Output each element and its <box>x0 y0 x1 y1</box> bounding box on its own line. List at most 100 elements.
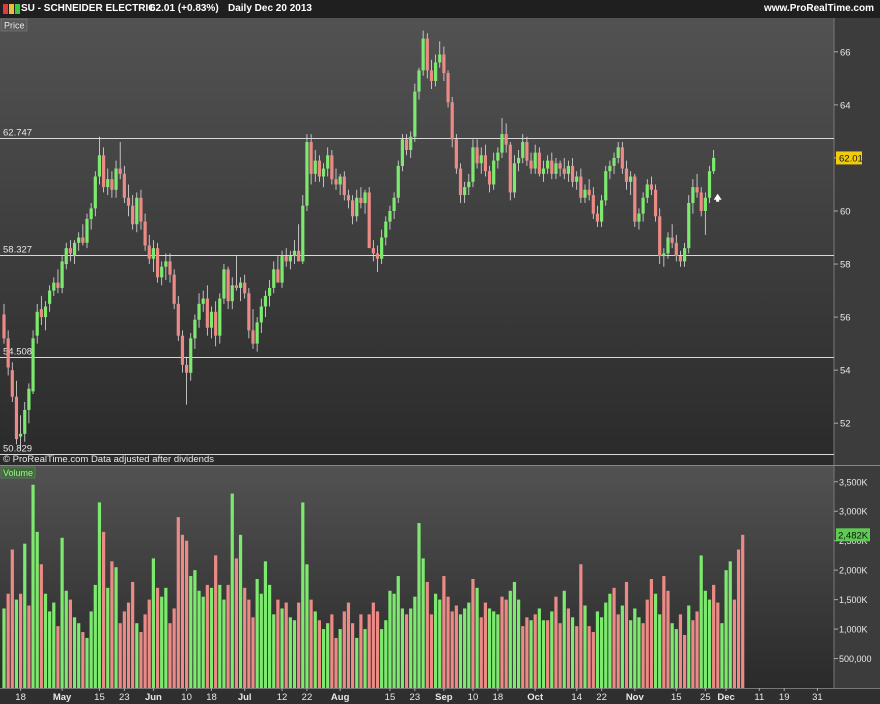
candle[interactable] <box>475 147 479 164</box>
volume-bar[interactable] <box>305 564 309 688</box>
volume-bar[interactable] <box>446 596 450 688</box>
volume-bar[interactable] <box>554 596 558 688</box>
candle[interactable] <box>155 248 160 278</box>
volume-bar[interactable] <box>168 623 172 688</box>
volume-bar[interactable] <box>363 629 367 688</box>
candle[interactable] <box>508 144 512 193</box>
volume-bar[interactable] <box>409 608 413 688</box>
volume-bar[interactable] <box>508 590 512 688</box>
candle[interactable] <box>471 147 475 182</box>
volume-bar[interactable] <box>442 576 446 688</box>
volume-bar[interactable] <box>458 614 463 688</box>
green-toolbar-button[interactable] <box>15 4 20 14</box>
candle[interactable] <box>649 184 653 190</box>
candle[interactable] <box>214 311 218 336</box>
candle[interactable] <box>43 306 48 318</box>
volume-bar[interactable] <box>346 602 351 688</box>
candle[interactable] <box>413 91 417 137</box>
candle[interactable] <box>114 168 118 190</box>
volume-bar[interactable] <box>72 617 77 688</box>
volume-bar[interactable] <box>496 614 500 688</box>
candle[interactable] <box>371 248 375 254</box>
candle[interactable] <box>143 221 147 246</box>
volume-bar[interactable] <box>591 632 595 688</box>
volume-bar[interactable] <box>728 561 732 688</box>
volume-bar[interactable] <box>205 584 209 688</box>
candle[interactable] <box>558 163 562 169</box>
volume-bar[interactable] <box>512 581 517 688</box>
volume-bar[interactable] <box>413 596 417 688</box>
candle[interactable] <box>305 142 309 206</box>
candle[interactable] <box>678 256 683 262</box>
volume-bar[interactable] <box>587 626 591 688</box>
volume-bar[interactable] <box>60 537 64 688</box>
candle[interactable] <box>346 195 351 201</box>
volume-bar[interactable] <box>131 581 135 688</box>
candle[interactable] <box>687 203 691 249</box>
candle[interactable] <box>131 205 135 225</box>
candle[interactable] <box>608 165 612 172</box>
candle[interactable] <box>604 171 608 201</box>
candle[interactable] <box>496 152 500 161</box>
candle[interactable] <box>662 253 666 257</box>
yellow-toolbar-button[interactable] <box>9 4 14 14</box>
candle[interactable] <box>566 165 570 174</box>
volume-bar[interactable] <box>421 558 425 688</box>
volume-bar[interactable] <box>633 608 637 688</box>
candle[interactable] <box>645 184 649 198</box>
candle[interactable] <box>629 176 633 182</box>
volume-bar[interactable] <box>222 599 226 688</box>
candle[interactable] <box>666 237 670 254</box>
candle[interactable] <box>554 163 558 174</box>
volume-bar[interactable] <box>330 614 334 688</box>
candle[interactable] <box>541 168 546 174</box>
volume-bar[interactable] <box>475 587 479 688</box>
volume-bar[interactable] <box>712 584 716 688</box>
volume-bar[interactable] <box>483 602 487 688</box>
volume-bar[interactable] <box>238 534 243 688</box>
volume-bar[interactable] <box>429 614 434 688</box>
volume-bar[interactable] <box>147 599 151 688</box>
volume-bar[interactable] <box>541 620 546 688</box>
volume-bar[interactable] <box>342 611 346 688</box>
candle[interactable] <box>546 160 550 169</box>
volume-bar[interactable] <box>546 620 550 688</box>
volume-bar[interactable] <box>10 549 14 688</box>
volume-bar[interactable] <box>193 570 197 688</box>
candle[interactable] <box>81 237 85 243</box>
volume-bar[interactable] <box>521 626 525 688</box>
candle[interactable] <box>342 176 346 196</box>
candle[interactable] <box>442 54 446 74</box>
volume-bar[interactable] <box>492 611 496 688</box>
candle[interactable] <box>52 282 56 291</box>
candle[interactable] <box>176 303 180 336</box>
candle[interactable] <box>492 160 496 185</box>
volume-bar[interactable] <box>612 587 616 688</box>
volume-bar[interactable] <box>434 593 438 688</box>
volume-tab[interactable] <box>0 466 36 479</box>
candle[interactable] <box>458 168 463 196</box>
volume-bar[interactable] <box>259 593 263 688</box>
volume-bar[interactable] <box>176 517 180 688</box>
volume-bar[interactable] <box>703 590 707 688</box>
candle[interactable] <box>35 311 39 336</box>
volume-bar[interactable] <box>68 599 72 688</box>
volume-bar[interactable] <box>579 564 583 688</box>
candle[interactable] <box>351 200 355 217</box>
volume-bar[interactable] <box>724 570 728 688</box>
volume-bar[interactable] <box>616 614 620 688</box>
candle[interactable] <box>309 142 313 174</box>
volume-bar[interactable] <box>380 629 384 688</box>
volume-bar[interactable] <box>280 608 284 688</box>
volume-bar[interactable] <box>691 620 695 688</box>
candle[interactable] <box>396 165 400 198</box>
candle[interactable] <box>384 221 388 238</box>
volume-bar[interactable] <box>214 555 218 688</box>
volume-bar[interactable] <box>629 620 633 688</box>
volume-bar[interactable] <box>19 593 23 688</box>
volume-bar[interactable] <box>741 534 745 688</box>
candle[interactable] <box>301 205 305 262</box>
volume-bar[interactable] <box>351 623 355 688</box>
candle[interactable] <box>712 157 716 172</box>
candle[interactable] <box>218 298 222 336</box>
